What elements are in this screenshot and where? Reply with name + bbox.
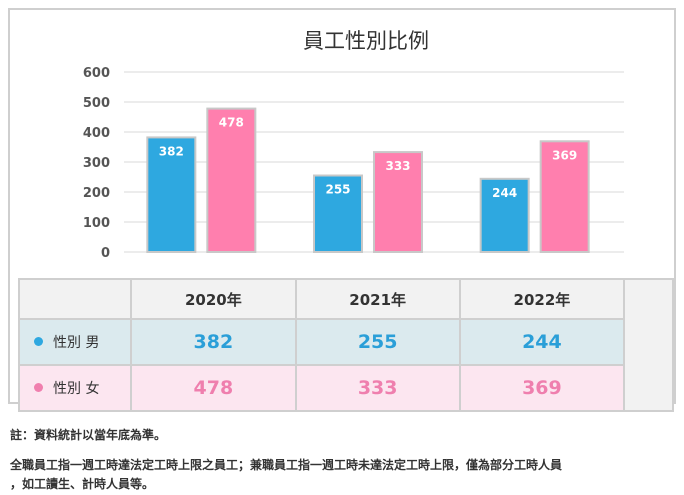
- bar-value-label: 478: [219, 116, 244, 130]
- table-cell: 333: [294, 364, 461, 412]
- note-line-3: ，如工讀生、計時人員等。: [10, 477, 155, 491]
- female-value: 478: [193, 377, 234, 399]
- y-tick-label: 400: [83, 126, 110, 141]
- table-row-female: 性別 女 478 333 369: [17, 364, 673, 412]
- female-value: 369: [522, 377, 562, 399]
- bar-male: [313, 174, 363, 253]
- y-tick-label: 600: [83, 66, 110, 81]
- data-table: 2020年 2021年 2022年 性別 男 382 255 244 性別 女 …: [17, 278, 674, 412]
- y-tick-label: 100: [83, 216, 110, 231]
- note-line-2: 全職員工指一週工時達法定工時上限之員工；兼職員工指一週工時未達法定工時上限，僅為…: [10, 458, 563, 472]
- bar-chart: 員工性別比例 0 100 200 300 400 500 600 382 478 255 333 2…: [83, 29, 624, 261]
- bar-female: [373, 151, 423, 254]
- male-legend-dot: [34, 336, 43, 346]
- table-cell: 369: [458, 364, 626, 412]
- table-cell: 382: [130, 318, 297, 366]
- male-value: 244: [522, 331, 562, 353]
- chart-title: 員工性別比例: [303, 29, 429, 53]
- female-legend-dot: [34, 382, 43, 392]
- row-label-text: 性別 男: [53, 335, 100, 351]
- bar-female: [539, 140, 590, 253]
- bar-male: [146, 136, 197, 253]
- y-tick-label: 300: [83, 156, 110, 171]
- y-tick-label: 200: [83, 186, 110, 201]
- female-value: 333: [357, 377, 398, 399]
- year-header: 2020年: [130, 278, 297, 320]
- chart-card: 員工性別比例 0 100 200 300 400 500 600 382 478 255 333 2…: [8, 8, 676, 412]
- bar-female: [206, 107, 257, 253]
- bar-male: [479, 177, 530, 253]
- table-corner: [17, 278, 133, 320]
- bar-value-label: 382: [159, 144, 184, 158]
- note-line-1: 註：資料統計以當年底為準。: [10, 428, 167, 442]
- row-label-text: 性別 女: [53, 381, 100, 397]
- table-row-male: 性別 男 382 255 244: [17, 318, 673, 366]
- year-header: 2021年: [294, 278, 461, 320]
- bar-value-label: 333: [385, 159, 410, 173]
- male-value: 382: [193, 331, 234, 353]
- table-cell: 255: [294, 318, 461, 366]
- row-label-male: 性別 男: [17, 318, 133, 366]
- row-label-female: 性別 女: [17, 364, 133, 412]
- table-header-row: 2020年 2021年 2022年: [17, 278, 674, 412]
- bar-value-label: 255: [325, 183, 350, 197]
- y-tick-label: 0: [101, 246, 110, 261]
- year-header: 2022年: [458, 278, 626, 320]
- table-cell: 478: [130, 364, 297, 412]
- table-filler: [623, 278, 674, 412]
- male-value: 255: [357, 331, 398, 353]
- bar-value-label: 369: [552, 148, 577, 162]
- y-tick-label: 500: [83, 96, 110, 111]
- table-cell: 244: [458, 318, 626, 366]
- bar-value-label: 244: [492, 186, 517, 200]
